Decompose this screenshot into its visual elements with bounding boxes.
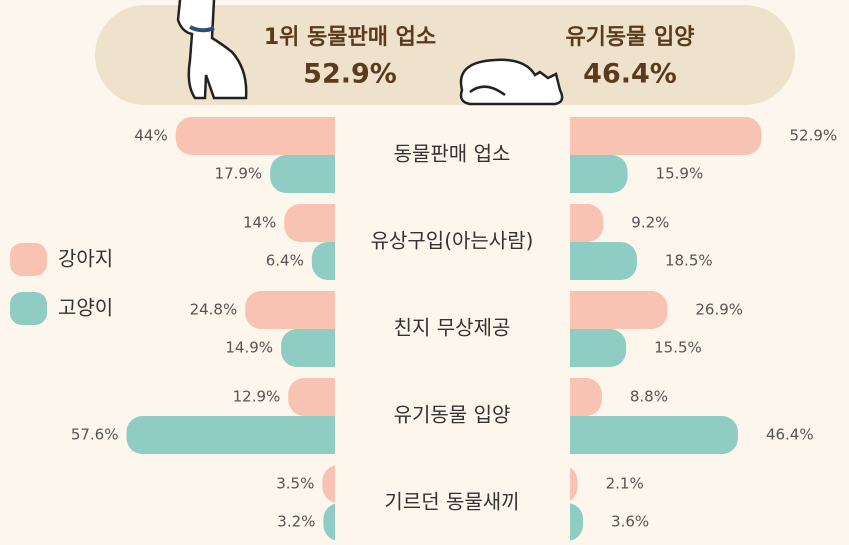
dog-illustration bbox=[176, 0, 248, 100]
value-label: 18.5% bbox=[665, 252, 713, 270]
value-label: 15.9% bbox=[656, 165, 704, 183]
value-label: 15.5% bbox=[654, 339, 702, 357]
bar bbox=[175, 117, 359, 155]
value-label: 6.4% bbox=[266, 252, 304, 270]
bar bbox=[245, 291, 359, 329]
legend-label: 강아지 bbox=[58, 247, 113, 271]
value-label: 17.9% bbox=[215, 165, 263, 183]
headline-label: 1위 동물판매 업소 bbox=[264, 25, 436, 50]
value-label: 44% bbox=[134, 127, 167, 145]
headline-label: 유기동물 입양 bbox=[565, 25, 694, 50]
legend-swatch bbox=[10, 292, 47, 325]
value-label: 8.8% bbox=[630, 388, 668, 406]
bar bbox=[546, 416, 738, 454]
labels: 동물판매 업소 44% 52.9% 17.9% 15.9% 유상구입(아는사람) 14% 9.… bbox=[71, 127, 837, 531]
header-pill bbox=[95, 5, 795, 105]
headline-value: 52.9% bbox=[303, 59, 397, 90]
category-label: 친지 무상제공 bbox=[394, 316, 511, 340]
value-label: 3.5% bbox=[276, 475, 314, 493]
value-label: 9.2% bbox=[631, 214, 669, 232]
value-label: 2.1% bbox=[606, 475, 644, 493]
category-label: 유상구입(아는사람) bbox=[371, 229, 534, 253]
headline-value: 46.4% bbox=[583, 59, 677, 90]
value-label: 12.9% bbox=[233, 388, 281, 406]
category-label: 동물판매 업소 bbox=[394, 142, 511, 166]
category-label: 유기동물 입양 bbox=[394, 403, 511, 427]
bar bbox=[546, 117, 762, 155]
bar bbox=[546, 291, 668, 329]
value-label: 52.9% bbox=[789, 127, 837, 145]
bar bbox=[126, 416, 359, 454]
value-label: 24.8% bbox=[190, 301, 238, 319]
cat-illustration bbox=[459, 58, 564, 106]
legend-label: 고양이 bbox=[58, 296, 113, 320]
value-label: 57.6% bbox=[71, 426, 119, 444]
legend-swatch bbox=[10, 243, 47, 276]
value-label: 14% bbox=[243, 214, 276, 232]
value-label: 26.9% bbox=[695, 301, 743, 319]
center-panel bbox=[335, 117, 570, 545]
value-label: 14.9% bbox=[225, 339, 273, 357]
value-label: 3.2% bbox=[277, 513, 315, 531]
category-label: 기르던 동물새끼 bbox=[384, 490, 519, 514]
value-label: 3.6% bbox=[611, 513, 649, 531]
value-label: 46.4% bbox=[766, 426, 814, 444]
